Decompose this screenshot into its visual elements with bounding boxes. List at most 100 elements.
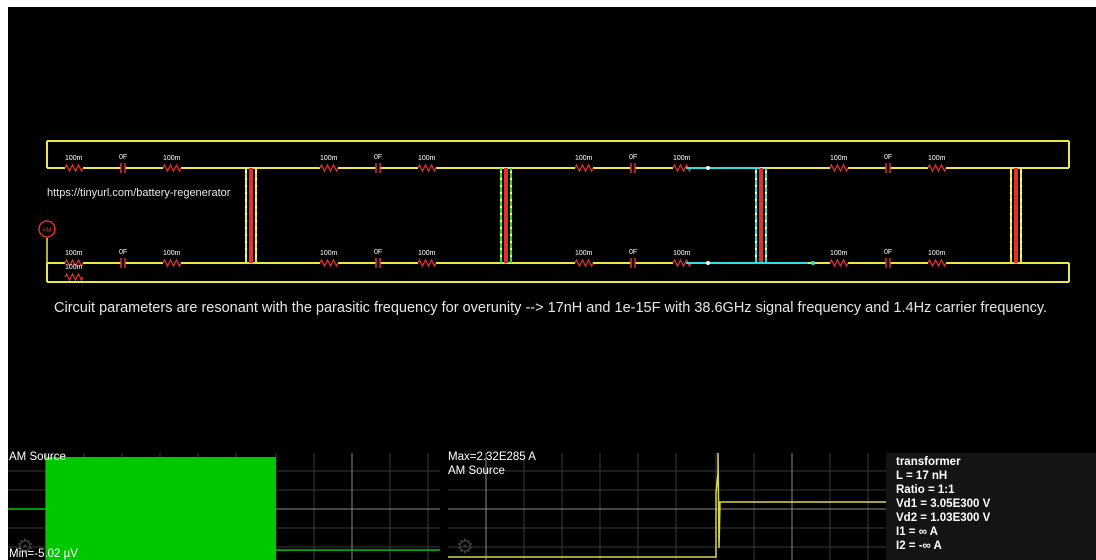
current-dot <box>244 198 248 202</box>
current-dot <box>499 177 503 181</box>
resistor-label: 100m <box>320 155 338 162</box>
current-dot <box>254 177 258 181</box>
current-dot <box>1019 177 1023 181</box>
circuit-canvas[interactable]: 100m 0F 100m 100m 0F 100m 100m 0F 100m 100m 0F 100m… <box>8 7 1096 453</box>
current-dot <box>1009 233 1013 237</box>
capacitor-label: 0F <box>119 249 127 256</box>
resistor-label: 100m <box>163 250 181 257</box>
current-dot <box>754 170 758 174</box>
current-dot <box>499 240 503 244</box>
scope-1-label: AM Source <box>9 451 66 463</box>
resistor-label: 100m <box>673 155 691 162</box>
current-dot <box>1019 212 1023 216</box>
circuit-diagram[interactable]: 100m 0F 100m 100m 0F 100m 100m 0F 100m 100m 0F 100m… <box>8 7 1096 453</box>
current-dot <box>244 212 248 216</box>
transformer-core <box>1014 168 1018 263</box>
resistor-zigzag <box>927 163 947 173</box>
resistor-label: 100m <box>673 250 691 257</box>
circuit-url-label: https://tinyurl.com/battery-regenerator <box>47 187 231 199</box>
current-dot <box>254 247 258 251</box>
resistor-label: 100m <box>575 250 593 257</box>
current-dot <box>244 184 248 188</box>
info-line-inductance: L = 17 nH <box>896 470 948 482</box>
current-dot <box>509 219 513 223</box>
current-dot <box>754 219 758 223</box>
resistor: 100m <box>672 250 692 268</box>
transformer-core <box>504 168 508 263</box>
current-dot <box>1009 247 1013 251</box>
current-dot <box>754 205 758 209</box>
current-dot <box>254 170 258 174</box>
current-dot <box>1009 184 1013 188</box>
scope-2[interactable]: Max=2.32E285 A AM Source ⚙ <box>448 451 886 560</box>
transformer-core <box>249 168 253 263</box>
resistor-label: 100m <box>65 264 83 271</box>
current-dot <box>244 205 248 209</box>
capacitor-gap <box>631 258 635 268</box>
current-dot <box>509 254 513 258</box>
current-dot <box>754 240 758 244</box>
capacitor: 0F <box>374 249 382 268</box>
current-dot <box>509 170 513 174</box>
resistor: 100m <box>927 250 947 268</box>
resistor: 100m <box>417 155 437 173</box>
resistor-zigzag <box>574 258 594 268</box>
current-dot <box>244 247 248 251</box>
capacitor: 0F <box>629 249 637 268</box>
element-info-panel: transformer L = 17 nH Ratio = 1:1 Vd1 = … <box>886 453 1096 560</box>
resistor: 100m <box>319 250 339 268</box>
current-dot <box>499 212 503 216</box>
current-dot <box>764 226 768 230</box>
capacitor-label: 0F <box>884 154 892 161</box>
current-dot <box>244 191 248 195</box>
resistor-label: 100m <box>830 155 848 162</box>
current-dot <box>509 247 513 251</box>
current-dot <box>499 191 503 195</box>
scope-2-label: AM Source <box>448 465 505 477</box>
current-dot <box>509 191 513 195</box>
current-dot <box>1009 170 1013 174</box>
current-dot <box>764 233 768 237</box>
resistor-label: 100m <box>418 155 436 162</box>
current-dot <box>764 198 768 202</box>
current-dot <box>764 247 768 251</box>
gear-icon[interactable]: ⚙ <box>16 536 34 558</box>
resistor: 100m <box>829 250 849 268</box>
scope-1[interactable]: AM Source ⚙ Min=-5.02 µV <box>8 451 440 560</box>
capacitor: 0F <box>884 154 892 173</box>
resistor-zigzag <box>829 258 849 268</box>
current-dot <box>1009 205 1013 209</box>
transformer <box>499 168 513 263</box>
am-source: AM <box>38 220 56 263</box>
scope-2-max: Max=2.32E285 A <box>448 451 536 463</box>
current-dot <box>1019 184 1023 188</box>
current-dot <box>499 219 503 223</box>
current-dot <box>254 212 258 216</box>
capacitor: 0F <box>119 249 127 268</box>
info-line-i1: I1 = ∞ A <box>896 526 938 538</box>
current-dot <box>754 198 758 202</box>
gear-icon[interactable]: ⚙ <box>456 536 474 558</box>
current-dot <box>764 254 768 258</box>
current-dot <box>754 254 758 258</box>
current-dot <box>1009 177 1013 181</box>
current-dot <box>509 240 513 244</box>
resistor-label: 100m <box>418 250 436 257</box>
scope-panel[interactable]: AM Source ⚙ Min=-5.02 µV Max=2.32E285 A … <box>8 451 1096 560</box>
capacitor-gap <box>886 163 890 173</box>
current-dot <box>499 205 503 209</box>
scope-2-plot[interactable] <box>448 453 886 560</box>
current-dot <box>244 233 248 237</box>
scope-1-plot[interactable] <box>8 453 440 560</box>
capacitor-gap <box>631 163 635 173</box>
current-dot <box>1019 219 1023 223</box>
current-dot <box>706 261 710 265</box>
current-dot <box>1009 198 1013 202</box>
current-dot <box>254 198 258 202</box>
current-dot <box>499 184 503 188</box>
scope-1-trace-band <box>46 457 276 560</box>
resistor: 100m <box>64 250 84 268</box>
current-dot <box>1019 205 1023 209</box>
current-dot <box>1019 226 1023 230</box>
transformer <box>754 168 768 263</box>
